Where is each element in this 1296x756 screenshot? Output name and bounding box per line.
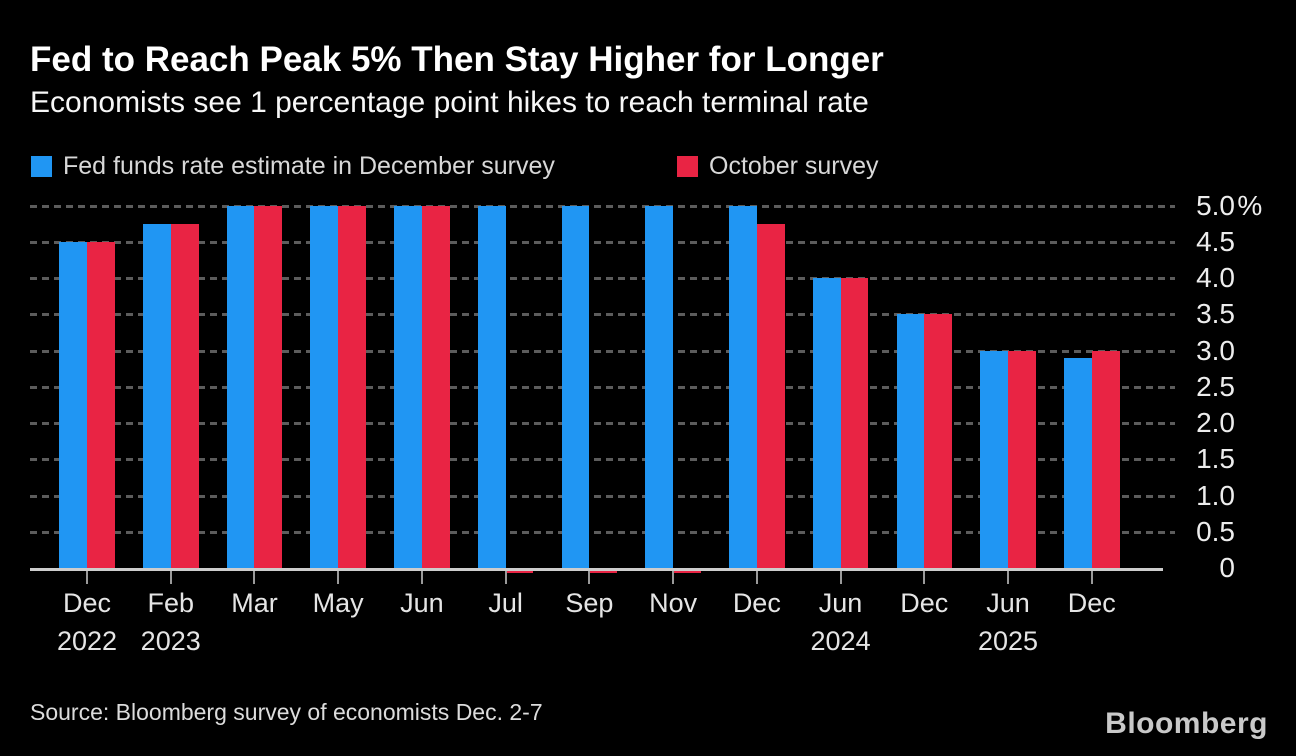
bar-december-survey-sep — [561, 205, 590, 568]
x-axis-month-label-4: Jun — [400, 588, 444, 618]
legend-label-october-survey: October survey — [709, 152, 879, 180]
chart-title: Fed to Reach Peak 5% Then Stay Higher fo… — [30, 40, 884, 79]
bar-december-survey-jun-2024 — [812, 278, 841, 568]
bar-october-survey-nov — [673, 569, 701, 573]
x-axis-tick-9 — [839, 570, 842, 584]
x-axis-baseline — [30, 568, 1163, 571]
bar-december-survey-dec — [1063, 357, 1092, 568]
bar-chart-plot-area: 5.0% 4.5 4.0 3.5 3.0 2.5 2.0 1.5 1.0 0.5 0 Dec 2022 F… — [30, 190, 1280, 680]
x-axis-month-label-3: May — [312, 588, 364, 618]
x-axis-tick-10 — [923, 570, 926, 584]
bar-october-survey-mar — [254, 205, 283, 568]
x-axis-tick-3 — [337, 570, 340, 584]
source-note: Source: Bloomberg survey of economists D… — [30, 699, 543, 725]
x-axis-tick-7 — [672, 570, 675, 584]
y-axis-label-2.0: 2.0 — [1196, 407, 1235, 438]
bar-october-survey-jul — [505, 569, 534, 573]
x-axis-month-label-9: Jun — [818, 588, 863, 618]
bar-october-survey-jun — [421, 205, 450, 568]
x-axis-month-label-11: Jun — [986, 588, 1030, 618]
bar-december-survey-dec — [896, 314, 925, 568]
legend-swatch-october-survey-icon — [677, 156, 698, 177]
x-axis-year-label-2024: 2024 — [810, 626, 871, 656]
y-axis-unit: % — [1237, 189, 1263, 221]
x-axis-month-label-2: Mar — [231, 588, 278, 618]
bar-december-survey-dec-2022 — [59, 241, 87, 568]
y-axis-label-5.0: 5.0% — [1196, 189, 1263, 221]
gridline-4.0 — [30, 277, 1175, 280]
y-axis-label-0: 0 — [1219, 552, 1235, 583]
y-axis-label-3.0: 3.0 — [1196, 334, 1235, 366]
x-axis-tick-12 — [1090, 570, 1093, 584]
y-axis-label-2.5: 2.5 — [1196, 370, 1235, 402]
bar-october-survey-dec-2022 — [87, 241, 115, 568]
legend-swatch-december-survey-icon — [31, 156, 52, 177]
x-axis-tick-2 — [253, 570, 256, 584]
x-axis-month-label-8: Dec — [732, 588, 781, 618]
bar-december-survey-may — [310, 205, 339, 568]
x-axis-month-label-0: Dec — [62, 588, 111, 618]
x-axis-month-label-12: Dec — [1067, 588, 1116, 618]
x-axis-month-label-10: Dec — [900, 588, 949, 618]
y-axis-label-1.5: 1.5 — [1196, 443, 1235, 475]
gridline-2.0 — [30, 422, 1175, 425]
x-axis-tick-8 — [755, 570, 758, 584]
x-axis-tick-0 — [86, 570, 88, 584]
x-axis-year-label-2023: 2023 — [140, 626, 201, 656]
legend-item-december-survey: Fed funds rate estimate in December surv… — [31, 152, 555, 181]
bar-december-survey-jun — [394, 205, 422, 568]
bar-december-survey-mar — [226, 205, 255, 568]
chart-subtitle: Economists see 1 percentage point hikes … — [30, 86, 869, 119]
gridline-1.5 — [30, 458, 1175, 462]
bar-december-survey-jul — [477, 205, 506, 568]
gridline-2.5 — [30, 385, 1175, 389]
x-axis-year-label-2022: 2022 — [56, 626, 118, 656]
gridline-4.5 — [30, 240, 1175, 244]
bar-october-survey-dec — [756, 223, 785, 568]
bar-october-survey-sep — [589, 569, 618, 573]
bar-december-survey-feb-2023 — [142, 223, 171, 568]
legend-item-october-survey: October survey — [677, 152, 879, 181]
gridline-3.0 — [30, 349, 1175, 353]
gridline-5.0 — [30, 204, 1175, 208]
y-axis-label-3.5: 3.5 — [1196, 298, 1235, 330]
bar-october-survey-dec — [924, 314, 953, 568]
x-axis-tick-1 — [169, 570, 172, 584]
bar-december-survey-jun-2025 — [980, 350, 1009, 568]
gridline-0.5 — [30, 530, 1175, 534]
x-axis-month-label-7: Nov — [649, 588, 698, 618]
x-axis-tick-5 — [504, 570, 507, 584]
gridline-1.0 — [30, 494, 1175, 498]
bar-october-survey-may — [338, 205, 366, 568]
legend-label-december-survey: Fed funds rate estimate in December surv… — [63, 152, 555, 180]
x-axis-month-label-1: Feb — [147, 588, 194, 618]
x-axis-tick-11 — [1007, 570, 1010, 584]
bar-october-survey-dec — [1091, 350, 1120, 568]
x-axis-month-label-5: Jul — [488, 588, 523, 618]
x-axis-month-label-6: Sep — [565, 588, 614, 618]
bar-october-survey-feb-2023 — [170, 223, 199, 568]
x-axis-year-label-2025: 2025 — [977, 626, 1039, 656]
y-axis-label-4.5: 4.5 — [1196, 225, 1235, 257]
gridline-3.5 — [30, 313, 1175, 317]
bloomberg-logo: Bloomberg — [1105, 707, 1268, 740]
y-axis-label-1.0: 1.0 — [1196, 479, 1235, 511]
y-axis-label-0.5: 0.5 — [1196, 515, 1235, 547]
x-axis-tick-4 — [420, 570, 423, 584]
x-axis-tick-6 — [588, 570, 591, 584]
y-axis-label-4.0: 4.0 — [1196, 262, 1235, 293]
bar-december-survey-nov — [645, 205, 674, 568]
bar-december-survey-dec — [729, 205, 757, 568]
bar-october-survey-jun-2025 — [1008, 350, 1036, 568]
bar-october-survey-jun-2024 — [840, 278, 869, 568]
